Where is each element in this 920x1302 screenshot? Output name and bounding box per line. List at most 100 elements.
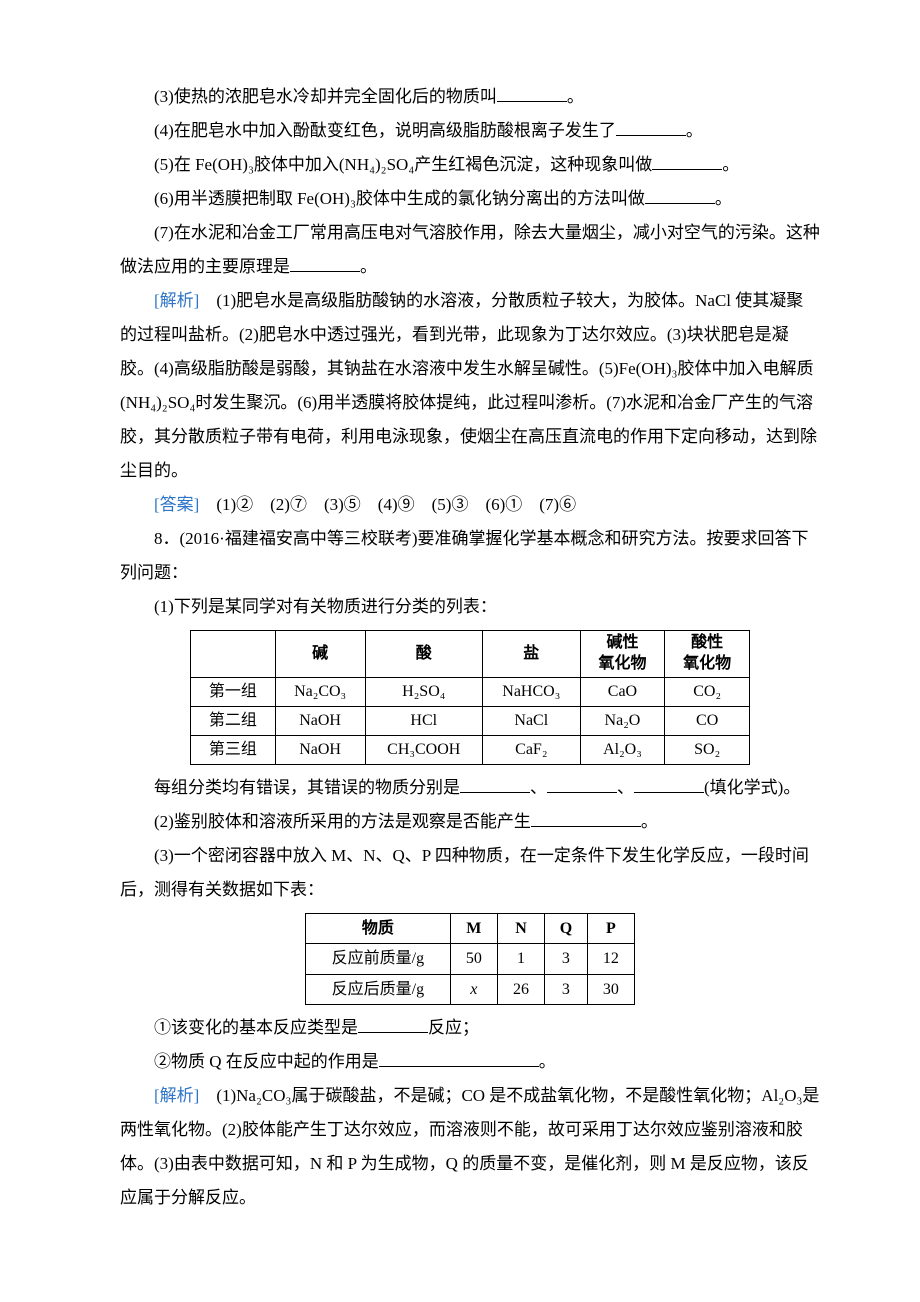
- q3-text: (3)使热的浓肥皂水冷却并完全固化后的物质叫: [154, 87, 497, 106]
- answer-label: [答案]: [154, 495, 216, 514]
- q5-text: (5)在 Fe(OH)₃胶体中加入(NH₄)₂SO₄产生红褐色沉淀，这种现象叫做: [154, 155, 652, 174]
- q7-text: (7)在水泥和冶金工厂常用高压电对气溶胶作用，除去大量烟尘，减小对空气的污染。这…: [120, 223, 820, 276]
- table-header: M: [450, 913, 497, 944]
- table-row: 反应后质量/g x 26 3 30: [306, 974, 635, 1005]
- tail: 。: [539, 1052, 556, 1071]
- table-cell: Na₂O: [580, 706, 665, 735]
- text: 每组分类均有错误，其错误的物质分别是: [154, 778, 460, 797]
- q5-tail: 。: [722, 155, 739, 174]
- table-row: 第二组 NaOH HCl NaCl Na₂O CO: [191, 706, 750, 735]
- table-header-row: 碱 酸 盐 碱性氧化物 酸性氧化物: [191, 631, 750, 678]
- q6-text: (6)用半透膜把制取 Fe(OH)₃胶体中生成的氯化钠分离出的方法叫做: [154, 189, 645, 208]
- table-cell: 第三组: [191, 735, 276, 764]
- explain-label: [解析]: [154, 1086, 216, 1105]
- question-8-3: (3)一个密闭容器中放入 M、N、Q、P 四种物质，在一定条件下发生化学反应，一…: [120, 839, 820, 907]
- q6-tail: 。: [715, 189, 732, 208]
- table-header: P: [587, 913, 634, 944]
- question-8-head: 8．(2016·福建福安高中等三校联考)要准确掌握化学基本概念和研究方法。按要求…: [120, 522, 820, 590]
- table-header: N: [497, 913, 544, 944]
- table-cell: CaO: [580, 677, 665, 706]
- table-header: 物质: [306, 913, 451, 944]
- table-cell: CO: [665, 706, 750, 735]
- table-cell: 12: [587, 944, 634, 975]
- classification-table: 碱 酸 盐 碱性氧化物 酸性氧化物 第一组 Na₂CO₃ H₂SO₄ NaHCO…: [190, 630, 750, 765]
- blank: [358, 1015, 428, 1033]
- table-cell: CO₂: [665, 677, 750, 706]
- table-cell: NaOH: [275, 735, 365, 764]
- table-cell: 3: [545, 944, 588, 975]
- table-cell: H₂SO₄: [365, 677, 482, 706]
- table-cell: 反应后质量/g: [306, 974, 451, 1005]
- table-cell: CH₃COOH: [365, 735, 482, 764]
- table-header: [191, 631, 276, 678]
- question-6: (6)用半透膜把制取 Fe(OH)₃胶体中生成的氯化钠分离出的方法叫做 。: [120, 182, 820, 216]
- table-row: 第一组 Na₂CO₃ H₂SO₄ NaHCO₃ CaO CO₂: [191, 677, 750, 706]
- explain-text: (1)Na₂CO₃属于碳酸盐，不是碱；CO 是不成盐氧化物，不是酸性氧化物；Al…: [120, 1086, 819, 1207]
- blank: [290, 254, 360, 272]
- table-header: 盐: [482, 631, 580, 678]
- blank: [379, 1049, 539, 1067]
- blank: [460, 775, 530, 793]
- blank: [652, 152, 722, 170]
- table-cell: 第一组: [191, 677, 276, 706]
- q4-text: (4)在肥皂水中加入酚酞变红色，说明高级脂肪酸根离子发生了: [154, 121, 616, 140]
- table-cell: SO₂: [665, 735, 750, 764]
- table-cell: 3: [545, 974, 588, 1005]
- blank: [616, 118, 686, 136]
- question-8-3-2: ②物质 Q 在反应中起的作用是 。: [120, 1045, 820, 1079]
- table-cell: Al₂O₃: [580, 735, 665, 764]
- q7-tail: 。: [360, 257, 377, 276]
- explanation-block: [解析] (1)肥皂水是高级脂肪酸钠的水溶液，分散质粒子较大，为胶体。NaCl …: [120, 284, 820, 488]
- explain-text: (1)肥皂水是高级脂肪酸钠的水溶液，分散质粒子较大，为胶体。NaCl 使其凝聚的…: [120, 291, 817, 480]
- answer-block: [答案] (1)② (2)⑦ (3)⑤ (4)⑨ (5)③ (6)① (7)⑥: [120, 488, 820, 522]
- table-cell: 1: [497, 944, 544, 975]
- q8-2-tail: 。: [641, 812, 658, 831]
- question-5: (5)在 Fe(OH)₃胶体中加入(NH₄)₂SO₄产生红褐色沉淀，这种现象叫做…: [120, 148, 820, 182]
- question-4: (4)在肥皂水中加入酚酞变红色，说明高级脂肪酸根离子发生了 。: [120, 114, 820, 148]
- q3-tail: 。: [567, 87, 584, 106]
- explanation-block-2: [解析] (1)Na₂CO₃属于碳酸盐，不是碱；CO 是不成盐氧化物，不是酸性氧…: [120, 1079, 820, 1215]
- sep: 、: [617, 778, 634, 797]
- tail: 反应；: [428, 1018, 479, 1037]
- question-3: (3)使热的浓肥皂水冷却并完全固化后的物质叫 。: [120, 80, 820, 114]
- table-cell: 第二组: [191, 706, 276, 735]
- blank: [645, 186, 715, 204]
- question-8-3-1: ①该变化的基本反应类型是 反应；: [120, 1011, 820, 1045]
- table-cell: x: [450, 974, 497, 1005]
- table-cell: 30: [587, 974, 634, 1005]
- question-8-1-tail: 每组分类均有错误，其错误的物质分别是 、 、 (填化学式)。: [120, 771, 820, 805]
- table-header: 酸性氧化物: [665, 631, 750, 678]
- explain-label: [解析]: [154, 291, 216, 310]
- mass-table: 物质 M N Q P 反应前质量/g 50 1 3 12 反应后质量/g x 2…: [305, 913, 635, 1006]
- answer-text: (1)② (2)⑦ (3)⑤ (4)⑨ (5)③ (6)① (7)⑥: [216, 495, 576, 514]
- table-header: 酸: [365, 631, 482, 678]
- table-row: 第三组 NaOH CH₃COOH CaF₂ Al₂O₃ SO₂: [191, 735, 750, 764]
- table-cell: CaF₂: [482, 735, 580, 764]
- text: (填化学式)。: [704, 778, 800, 797]
- table-header: Q: [545, 913, 588, 944]
- table-cell: NaCl: [482, 706, 580, 735]
- text: ①该变化的基本反应类型是: [154, 1018, 358, 1037]
- table-cell: 26: [497, 974, 544, 1005]
- table-cell: NaOH: [275, 706, 365, 735]
- table-cell: HCl: [365, 706, 482, 735]
- table-cell: 反应前质量/g: [306, 944, 451, 975]
- table-cell: Na₂CO₃: [275, 677, 365, 706]
- question-7: (7)在水泥和冶金工厂常用高压电对气溶胶作用，除去大量烟尘，减小对空气的污染。这…: [120, 216, 820, 284]
- blank: [634, 775, 704, 793]
- text: ②物质 Q 在反应中起的作用是: [154, 1052, 379, 1071]
- sep: 、: [530, 778, 547, 797]
- question-8-2: (2)鉴别胶体和溶液所采用的方法是观察是否能产生 。: [120, 805, 820, 839]
- table-header-row: 物质 M N Q P: [306, 913, 635, 944]
- table-row: 反应前质量/g 50 1 3 12: [306, 944, 635, 975]
- table-header: 碱性氧化物: [580, 631, 665, 678]
- q8-2-text: (2)鉴别胶体和溶液所采用的方法是观察是否能产生: [154, 812, 531, 831]
- blank: [547, 775, 617, 793]
- question-8-1: (1)下列是某同学对有关物质进行分类的列表：: [120, 590, 820, 624]
- blank: [497, 84, 567, 102]
- table-cell: NaHCO₃: [482, 677, 580, 706]
- blank: [531, 809, 641, 827]
- table-header: 碱: [275, 631, 365, 678]
- table-cell: 50: [450, 944, 497, 975]
- q4-tail: 。: [686, 121, 703, 140]
